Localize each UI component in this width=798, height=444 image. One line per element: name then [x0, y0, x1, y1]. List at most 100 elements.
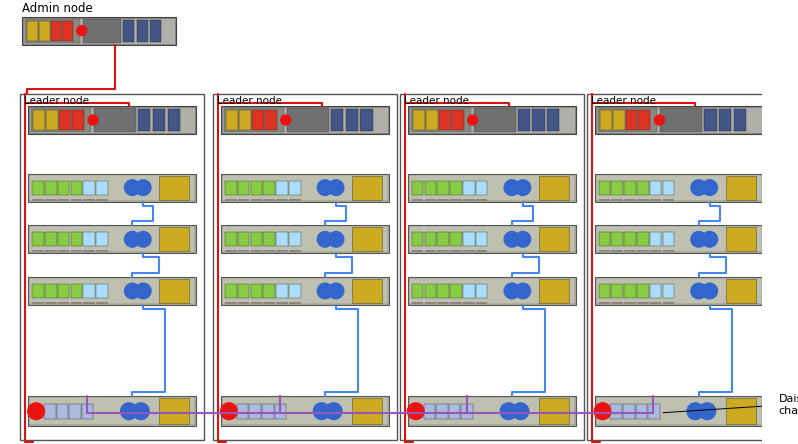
Bar	[70, 198, 82, 201]
Circle shape	[515, 283, 531, 299]
Bar	[450, 250, 462, 252]
Bar	[412, 198, 424, 201]
Bar	[598, 232, 610, 246]
Circle shape	[504, 231, 519, 247]
Circle shape	[120, 403, 137, 420]
Bar	[539, 279, 569, 303]
Text: Admin node: Admin node	[22, 2, 93, 15]
Bar	[437, 198, 449, 201]
Bar	[83, 181, 95, 194]
Circle shape	[691, 231, 706, 247]
Bar	[221, 277, 389, 305]
Bar	[610, 404, 622, 419]
Bar	[476, 284, 488, 298]
Bar	[587, 94, 771, 440]
Circle shape	[318, 231, 333, 247]
Bar	[238, 181, 249, 194]
Bar	[637, 250, 649, 252]
Bar	[662, 302, 674, 304]
Bar	[624, 181, 636, 194]
Bar	[412, 181, 424, 194]
Bar	[613, 110, 625, 130]
Bar	[595, 397, 761, 425]
Bar	[650, 250, 662, 252]
Bar	[425, 232, 437, 246]
Bar	[463, 181, 475, 194]
Circle shape	[408, 403, 424, 420]
Text: Leader node: Leader node	[591, 96, 656, 106]
Bar	[239, 110, 251, 130]
Circle shape	[699, 403, 716, 420]
Bar	[83, 250, 95, 252]
Bar	[705, 109, 717, 131]
Bar	[412, 250, 424, 252]
Circle shape	[702, 283, 717, 299]
Bar	[461, 404, 473, 419]
Bar	[238, 250, 249, 252]
Bar	[437, 250, 449, 252]
Bar	[83, 284, 95, 298]
Bar	[251, 198, 262, 201]
Bar	[59, 110, 71, 130]
Text: Daisy
chain: Daisy chain	[778, 394, 798, 416]
Bar	[159, 227, 189, 251]
Bar	[123, 20, 134, 42]
Bar	[598, 198, 610, 201]
Bar	[45, 284, 57, 298]
Bar	[225, 250, 236, 252]
Bar	[595, 226, 763, 253]
Bar	[661, 108, 702, 132]
Bar	[263, 232, 275, 246]
Bar	[289, 198, 301, 201]
Bar	[636, 404, 647, 419]
Bar	[463, 250, 475, 252]
Bar	[225, 198, 236, 201]
Bar	[152, 109, 165, 131]
Bar	[638, 110, 650, 130]
Bar	[83, 19, 121, 43]
Circle shape	[28, 403, 45, 420]
Bar	[28, 277, 196, 305]
Bar	[595, 175, 761, 201]
Circle shape	[220, 403, 237, 420]
Bar	[425, 198, 437, 201]
Bar	[611, 250, 623, 252]
Bar	[463, 284, 475, 298]
Bar	[50, 21, 61, 40]
Bar	[476, 198, 488, 201]
Bar	[238, 284, 249, 298]
Bar	[725, 176, 756, 199]
Bar	[662, 198, 674, 201]
Bar	[409, 226, 575, 252]
Bar	[159, 279, 189, 303]
Bar	[400, 94, 583, 440]
Circle shape	[512, 403, 529, 420]
Bar	[624, 198, 636, 201]
Bar	[289, 181, 301, 194]
Bar	[734, 109, 746, 131]
Bar	[28, 106, 196, 134]
Bar	[408, 396, 575, 426]
Bar	[30, 397, 196, 425]
Bar	[31, 108, 91, 132]
Bar	[624, 232, 636, 246]
Bar	[30, 175, 196, 201]
Circle shape	[504, 283, 519, 299]
Bar	[346, 109, 358, 131]
Bar	[32, 232, 44, 246]
Bar	[30, 226, 196, 252]
Bar	[251, 284, 262, 298]
Bar	[598, 108, 658, 132]
Bar	[424, 404, 435, 419]
Bar	[96, 232, 108, 246]
Bar	[276, 198, 288, 201]
Bar	[412, 302, 424, 304]
Bar	[265, 110, 277, 130]
Bar	[26, 19, 80, 43]
Bar	[30, 107, 196, 133]
Bar	[437, 404, 448, 419]
Bar	[263, 250, 275, 252]
Circle shape	[132, 403, 149, 420]
Bar	[598, 284, 610, 298]
Circle shape	[328, 180, 344, 195]
